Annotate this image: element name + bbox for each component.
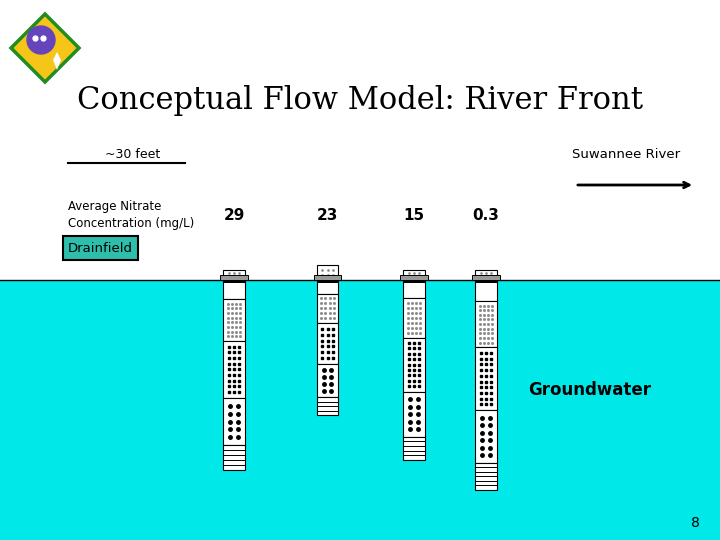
Bar: [475, 347, 497, 410]
Bar: [223, 341, 245, 398]
Bar: [403, 280, 425, 298]
Text: Groundwater: Groundwater: [528, 381, 652, 399]
Bar: [223, 280, 245, 299]
Text: Conceptual Flow Model: River Front: Conceptual Flow Model: River Front: [77, 84, 643, 116]
Text: 23: 23: [317, 207, 338, 222]
Bar: [403, 392, 425, 437]
Bar: [317, 364, 338, 397]
Bar: [317, 278, 338, 282]
Bar: [403, 338, 425, 392]
Text: Suwannee River: Suwannee River: [572, 148, 680, 161]
Bar: [475, 280, 497, 301]
Bar: [223, 278, 245, 282]
Bar: [220, 275, 248, 280]
Bar: [317, 294, 338, 323]
Bar: [472, 275, 500, 280]
Text: ~30 feet: ~30 feet: [105, 148, 161, 161]
Bar: [314, 275, 341, 280]
Bar: [223, 270, 245, 280]
Text: Drainfield: Drainfield: [68, 241, 133, 254]
Text: 29: 29: [223, 207, 245, 222]
Bar: [317, 280, 338, 294]
Bar: [223, 446, 245, 470]
Bar: [403, 278, 425, 282]
Bar: [0, 280, 720, 540]
Bar: [403, 270, 425, 280]
Bar: [475, 270, 497, 280]
Text: 8: 8: [691, 516, 700, 530]
Bar: [317, 323, 338, 364]
Bar: [223, 299, 245, 341]
Bar: [317, 397, 338, 415]
Bar: [475, 301, 497, 347]
Bar: [223, 398, 245, 446]
Polygon shape: [53, 52, 61, 70]
Bar: [475, 410, 497, 463]
Bar: [403, 298, 425, 338]
Bar: [400, 275, 428, 280]
Bar: [403, 437, 425, 460]
Bar: [475, 278, 497, 282]
Bar: [475, 463, 497, 490]
Text: 0.3: 0.3: [472, 207, 500, 222]
Bar: [317, 265, 338, 280]
Polygon shape: [11, 14, 79, 82]
Text: Average Nitrate
Concentration (mg/L): Average Nitrate Concentration (mg/L): [68, 200, 194, 230]
Circle shape: [27, 26, 55, 54]
Text: 15: 15: [403, 207, 425, 222]
